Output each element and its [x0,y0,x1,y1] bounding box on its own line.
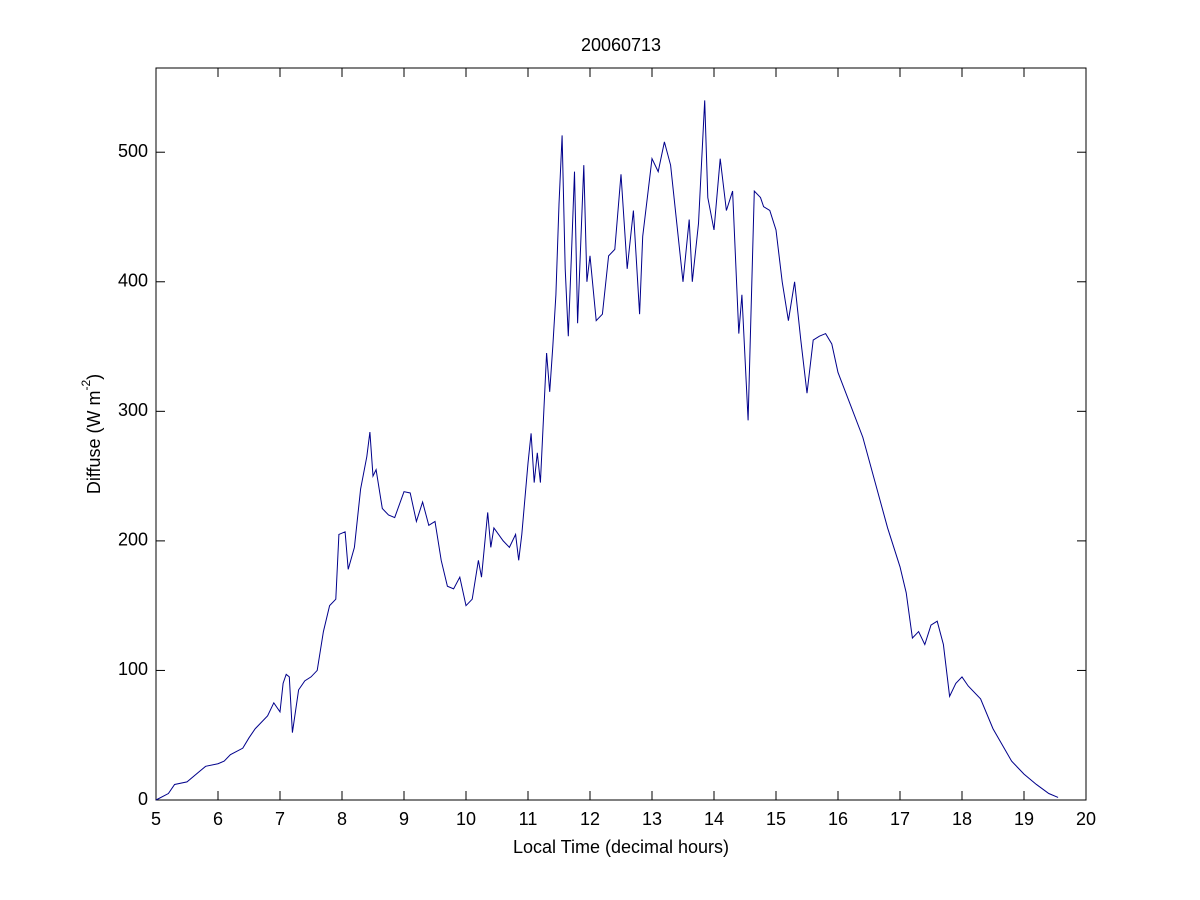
x-tick-label: 12 [580,809,600,829]
y-label-superscript: -2 [79,379,93,390]
x-tick-label: 18 [952,809,972,829]
y-tick-label: 100 [118,659,148,679]
x-tick-label: 8 [337,809,347,829]
data-line [155,100,1059,801]
x-tick-label: 10 [456,809,476,829]
x-tick-label: 15 [766,809,786,829]
y-tick-label: 0 [138,789,148,809]
chart-title: 20060713 [581,35,661,55]
y-tick-label: 200 [118,530,148,550]
x-tick-label: 17 [890,809,910,829]
x-tick-label: 13 [642,809,662,829]
axes [155,68,1087,801]
x-tick-label: 6 [213,809,223,829]
y-label-main: Diffuse (W m [84,390,104,494]
x-tick-label: 11 [519,809,538,829]
x-tick-label: 19 [1014,809,1034,829]
plot-frame [155,67,1087,801]
y-tick-label: 500 [118,141,148,161]
x-axis-label: Local Time (decimal hours) [513,837,729,857]
x-tick-label: 16 [828,809,848,829]
y-tick-label: 300 [118,400,148,420]
x-tick-label: 14 [704,809,724,829]
y-axis-label: Diffuse (W m-2) [79,374,104,494]
x-tick-label: 7 [275,809,285,829]
x-tick-label: 5 [151,809,161,829]
y-tick-label: 400 [118,271,148,291]
x-tick-label: 20 [1076,809,1096,829]
x-tick-label: 9 [399,809,409,829]
y-label-close: ) [84,374,104,380]
